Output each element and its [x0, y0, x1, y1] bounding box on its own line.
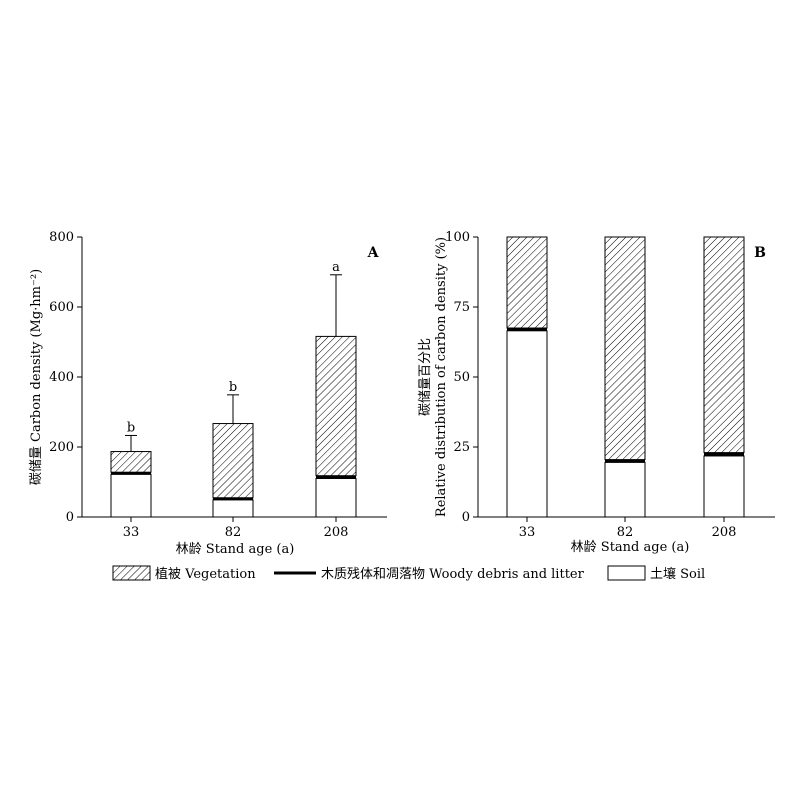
panel-b-label: B [754, 245, 766, 261]
legend: 植被 Vegetation 木质残体和凋落物 Woody debris and … [112, 565, 705, 582]
panel-a-y-tick-label: 400 [49, 370, 74, 385]
legend-label-vegetation: 植被 Vegetation [155, 567, 256, 582]
panel-a-significance-label: b [229, 380, 237, 395]
panel-b-y-axis-title-line2: Relative distribution of carbon density … [434, 237, 449, 517]
panel-b-bar-debris [704, 452, 744, 456]
panel-a-y-tick-label: 200 [49, 440, 74, 455]
panel-a-bar-vegetation [110, 451, 152, 473]
panel-b-bar-soil [604, 461, 646, 518]
legend-swatch-vegetation [112, 565, 151, 581]
panel-a-y-tick-label: 800 [49, 230, 74, 245]
panel-b-x-tick-label: 208 [712, 525, 737, 540]
panel-b-y-axis-title-line1: 碳储量百分比 [418, 338, 433, 416]
panel-a-label: A [367, 245, 380, 261]
panel-a-x-tick-label: 82 [225, 525, 242, 540]
panel-a-x-axis-title: 林龄 Stand age (a) [176, 542, 295, 557]
panel-b-x-axis-title: 林龄 Stand age (a) [571, 540, 690, 555]
panel-b-bar-debris [605, 459, 645, 463]
panel-a-bar-vegetation [212, 423, 254, 499]
panel-b-y-tick-label: 50 [453, 370, 470, 385]
panel-b: 0 25 50 75 100 33 82 208 B 林龄 Stand age (a) 碳储… [418, 230, 775, 555]
panel-a-bar-soil [212, 499, 254, 518]
panel-a-x-tick-label: 208 [324, 525, 349, 540]
panel-b-x-tick-label: 82 [617, 525, 634, 540]
panel-a-bar-debris [111, 472, 151, 475]
panel-b-bar-soil [703, 455, 745, 518]
panel-b-x-tick-label: 33 [519, 525, 536, 540]
panel-a-bar-soil [110, 473, 152, 518]
panel-b-y-tick-label: 25 [453, 440, 470, 455]
panel-a-x-tick-label: 33 [123, 525, 140, 540]
panel-b-bar-vegetation [506, 236, 548, 329]
legend-label-debris: 木质残体和凋落物 Woody debris and litter [321, 567, 585, 582]
panel-b-bar-vegetation [703, 236, 745, 454]
panel-b-y-tick-label: 75 [453, 300, 470, 315]
panel-a-bar-debris [316, 475, 356, 479]
panel-a-significance-label: b [127, 420, 135, 435]
panel-a-y-tick-label: 0 [66, 510, 74, 525]
panel-a-y-tick-label: 600 [49, 300, 74, 315]
panel-a-bar-soil [315, 478, 357, 518]
panel-b-bar-debris [507, 328, 547, 331]
legend-swatch-soil [607, 565, 646, 581]
panel-a-significance-label: a [332, 260, 340, 275]
panel-b-y-tick-label: 100 [445, 230, 470, 245]
panel-b-bar-soil [506, 330, 548, 518]
panel-a-y-axis-title: 碳储量 Carbon density (Mg·hm⁻²) [29, 269, 44, 485]
panel-a: 0 200 400 600 800 b b a 33 82 208 A 林龄 Stand age… [29, 230, 387, 557]
panel-a-bar-debris [213, 497, 253, 501]
panel-a-bar-vegetation [315, 335, 357, 477]
panel-b-y-tick-label: 0 [462, 510, 470, 525]
legend-label-soil: 土壤 Soil [650, 566, 705, 582]
panel-b-bar-vegetation [604, 236, 646, 461]
